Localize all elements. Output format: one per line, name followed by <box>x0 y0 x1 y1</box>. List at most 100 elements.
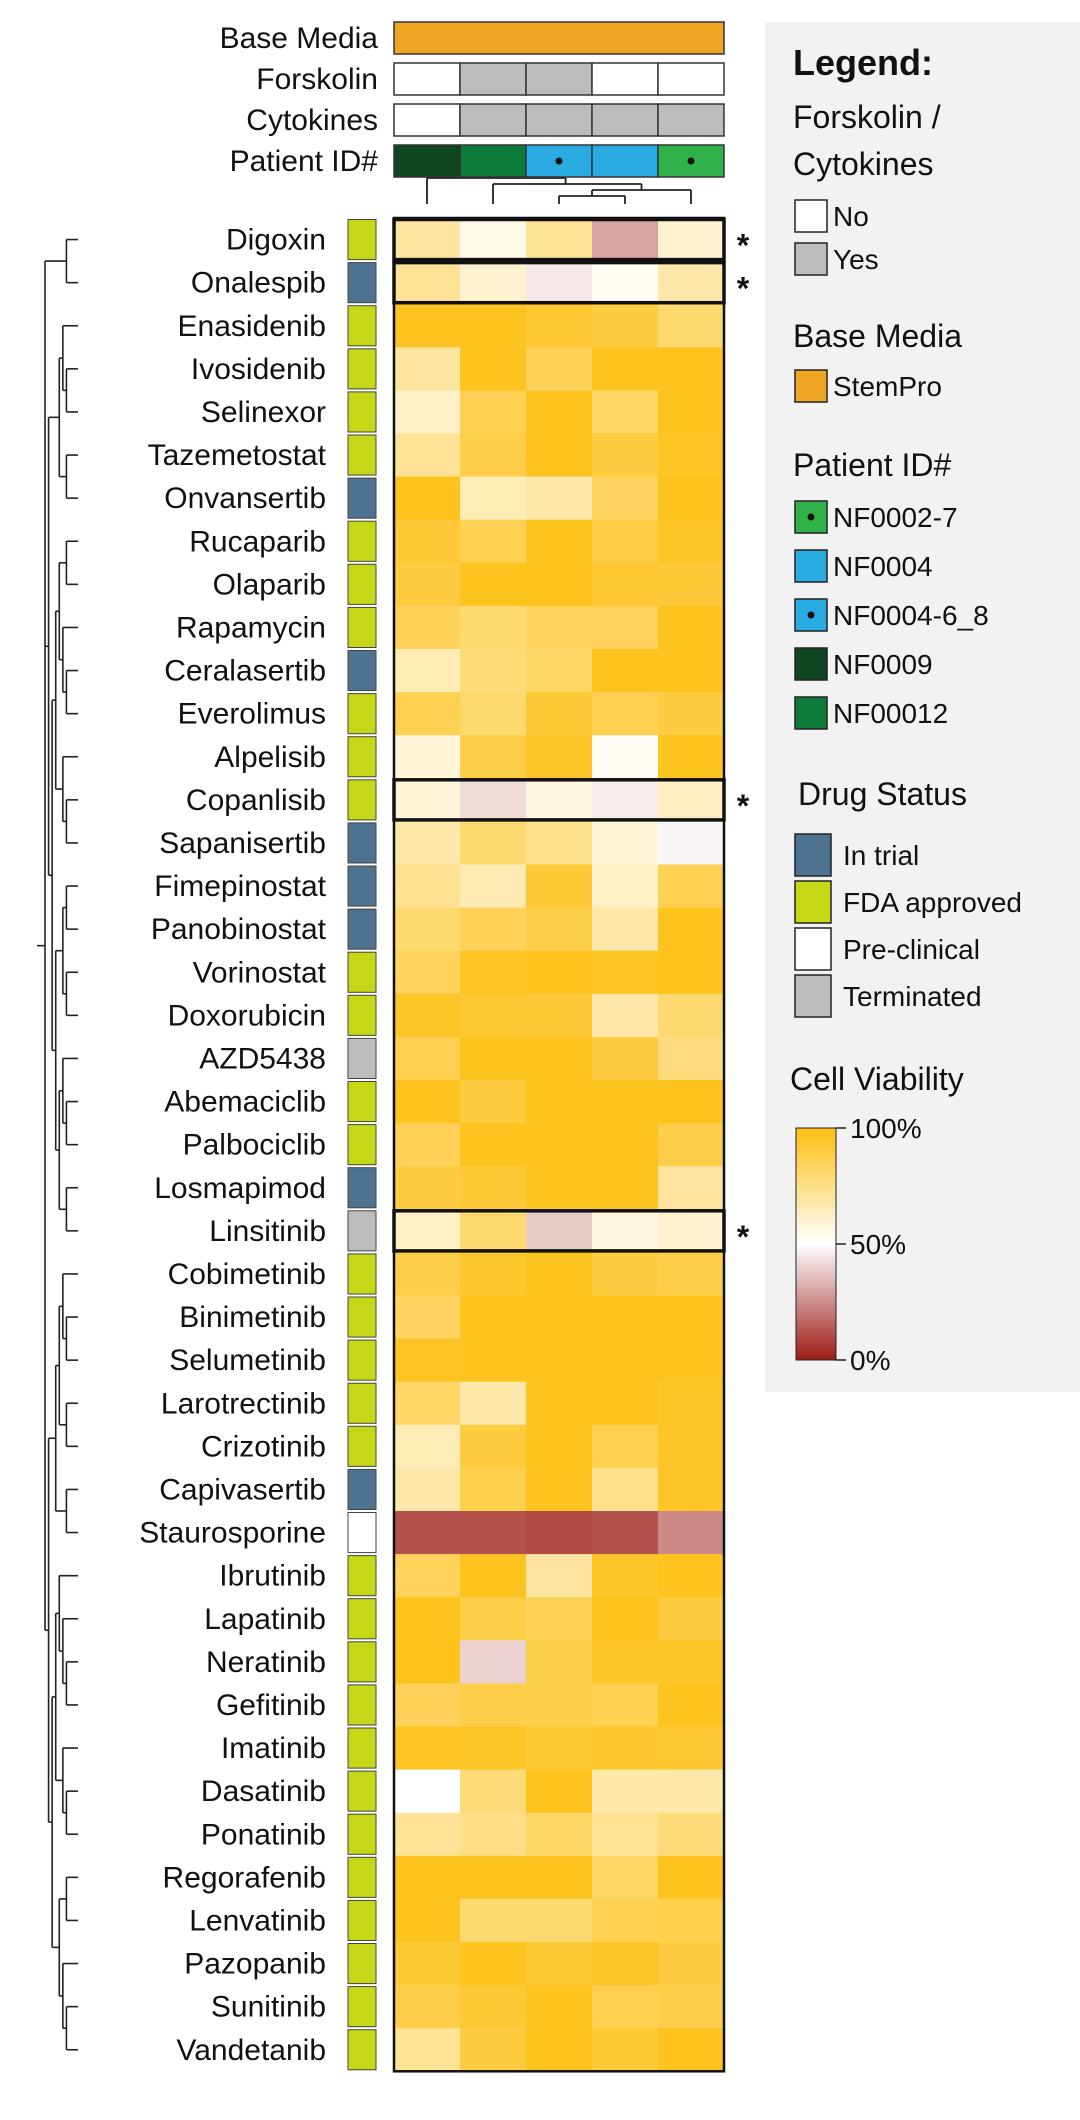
heatmap-cell <box>658 1812 725 1857</box>
drug-label-lapatinib: Lapatinib <box>204 1603 326 1636</box>
drug-status-cell <box>347 1986 377 2028</box>
heatmap-cell <box>526 2028 593 2072</box>
drug-label-losmapimod: Losmapimod <box>154 1172 326 1205</box>
row-dendrogram <box>37 238 78 2051</box>
heatmap-cell <box>658 1554 725 1598</box>
annotation-cell <box>657 103 725 137</box>
heatmap-cell <box>394 1036 461 1081</box>
legend-item-fda-approved: FDA approved <box>843 887 1022 918</box>
heatmap-cell <box>394 562 461 607</box>
heatmap-cell <box>658 1942 725 1986</box>
heatmap-cell <box>592 433 659 478</box>
heatmap-cell <box>460 1209 527 1253</box>
drug-status-cell <box>347 650 377 692</box>
heatmap-cell <box>526 1209 593 1253</box>
heatmap-cell <box>526 778 593 822</box>
annotation-cell <box>591 103 659 137</box>
drug-status-column <box>347 219 377 2071</box>
heatmap-cell <box>526 1338 593 1383</box>
legend-section-title: Cytokines <box>793 146 934 182</box>
heatmap-cell <box>526 433 593 478</box>
heatmap-cell <box>460 907 527 952</box>
heatmap-cell <box>526 1080 593 1124</box>
drug-label-enasidenib: Enasidenib <box>178 310 326 343</box>
legend-swatch <box>794 833 832 877</box>
heatmap-cell <box>526 1252 593 1297</box>
heatmap-cell <box>526 950 593 995</box>
drug-status-cell <box>347 1727 377 1769</box>
heatmap-cell <box>592 1597 659 1641</box>
legend-item-nf00012: NF00012 <box>833 698 948 729</box>
drug-label-regorafenib: Regorafenib <box>163 1861 326 1894</box>
heatmap-cell <box>658 1726 725 1771</box>
drug-status-cell <box>347 606 377 649</box>
annotation-cell <box>393 62 461 96</box>
heatmap-cell <box>526 261 593 305</box>
heatmap-cell <box>460 390 527 435</box>
heatmap-cell <box>592 1511 659 1555</box>
heatmap-cell <box>592 519 659 564</box>
colorbar <box>795 1127 837 1361</box>
drug-label-cobimetinib: Cobimetinib <box>168 1258 326 1291</box>
annotation-cell <box>591 62 659 96</box>
legend-swatch <box>794 696 828 730</box>
heatmap-cell <box>526 1036 593 1081</box>
legend-section-title: Drug Status <box>798 776 967 812</box>
heatmap-cell <box>394 649 461 693</box>
legend-swatch <box>794 927 832 971</box>
heatmap-cell <box>394 1295 461 1340</box>
drug-label-crizotinib: Crizotinib <box>201 1430 326 1463</box>
heatmap-cell <box>592 562 659 607</box>
drug-status-cell <box>347 563 377 605</box>
legend-item-pre-clinical: Pre-clinical <box>843 934 980 965</box>
heatmap-cell <box>394 605 461 650</box>
heatmap-cell <box>526 390 593 435</box>
highlight-box <box>392 260 726 305</box>
drug-label-onvansertib: Onvansertib <box>164 482 326 515</box>
drug-label-binimetinib: Binimetinib <box>179 1301 326 1334</box>
drug-status-cell <box>347 865 377 907</box>
heatmap-cell <box>526 1467 593 1512</box>
heatmap-cell <box>658 1080 725 1124</box>
heatmap-cell <box>460 433 527 478</box>
highlight-star: * <box>737 228 750 264</box>
heatmap-cell <box>526 347 593 391</box>
heatmap-cell <box>658 390 725 435</box>
heatmap-cell <box>460 1123 527 1167</box>
heatmap-cell <box>658 993 725 1038</box>
heatmap-cell <box>658 218 725 262</box>
drug-status-cell <box>347 219 377 261</box>
heatmap-cell <box>460 1166 527 1210</box>
heatmap-cell <box>592 1381 659 1426</box>
heatmap-cell <box>658 907 725 952</box>
heatmap-cell <box>592 1640 659 1684</box>
heatmap-cell <box>460 993 527 1038</box>
drug-label-palbociclib: Palbociclib <box>183 1129 326 1162</box>
heatmap-cell <box>526 1726 593 1771</box>
drug-status-cell <box>347 1943 377 1985</box>
legend-item-nf0009: NF0009 <box>833 649 933 680</box>
heatmap-cell <box>658 778 725 822</box>
base-media-bar <box>393 21 725 55</box>
heatmap-cell <box>460 476 527 521</box>
heatmap-cell <box>658 304 725 348</box>
heatmap-cell <box>592 1769 659 1814</box>
drug-label-doxorubicin: Doxorubicin <box>168 999 326 1032</box>
legend-swatch <box>794 880 832 924</box>
drug-labels: Digoxin Onalespib Enasidenib Ivosidenib Seli… <box>139 224 326 2067</box>
heatmap-cell <box>460 562 527 607</box>
heatmap-cell <box>526 1554 593 1598</box>
heatmap-cell <box>394 821 461 866</box>
annotation-cell <box>459 103 527 137</box>
heatmap-cell <box>658 950 725 995</box>
drug-label-sunitinib: Sunitinib <box>211 1991 326 2024</box>
drug-status-cell <box>347 693 377 735</box>
drug-status-cell <box>347 520 377 562</box>
heatmap-cell <box>394 907 461 952</box>
heatmap-cell <box>394 692 461 736</box>
heatmap-cell <box>592 864 659 909</box>
drug-label-tazemetostat: Tazemetostat <box>148 439 327 472</box>
heatmap-cell <box>394 218 461 262</box>
heatmap-cell <box>460 1942 527 1986</box>
heatmap-cell <box>592 1036 659 1081</box>
